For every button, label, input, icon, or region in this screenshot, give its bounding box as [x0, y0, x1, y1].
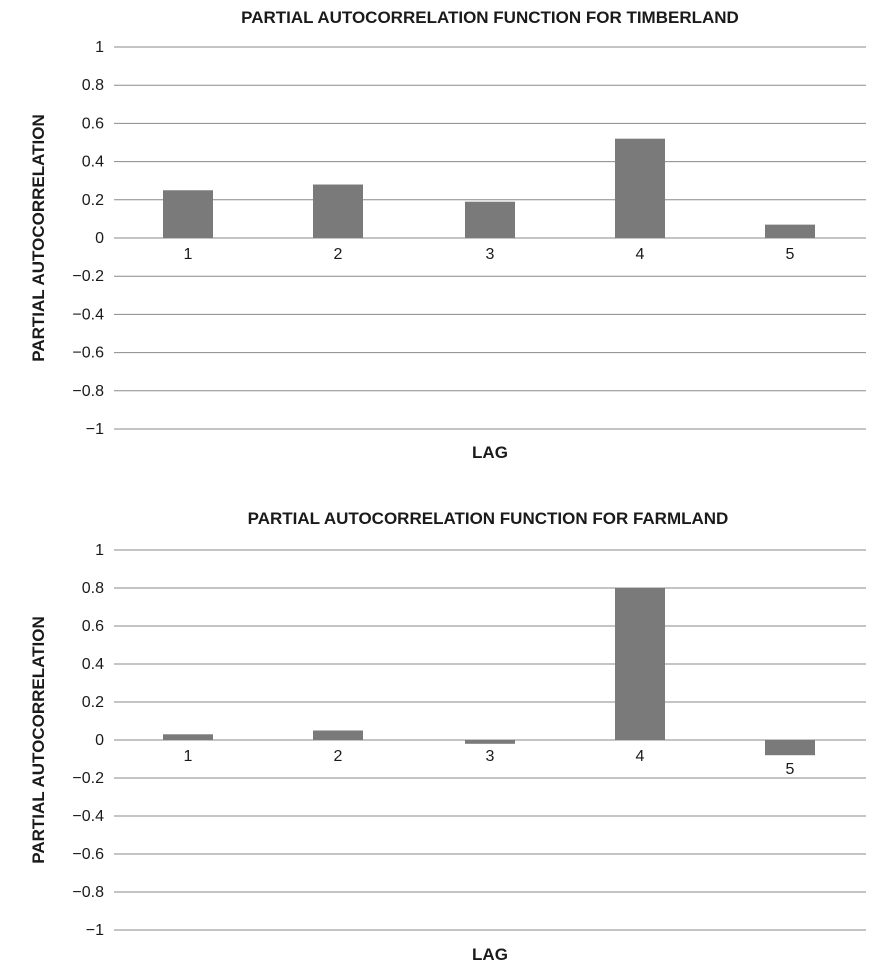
x-axis-label: LAG	[472, 443, 508, 462]
y-axis-label: PARTIAL AUTOCORRELATION	[29, 114, 48, 361]
y-tick-label: 1	[95, 542, 104, 559]
y-tick-label: 0.2	[82, 694, 104, 711]
x-tick-label: 3	[486, 246, 495, 263]
x-tick-label: 1	[184, 748, 193, 765]
y-tick-label: 0	[95, 732, 104, 749]
y-tick-label: −0.8	[72, 884, 104, 901]
y-tick-label: 0.6	[82, 115, 104, 132]
y-tick-label: −0.2	[72, 268, 104, 285]
x-tick-labels: 1 2 3 4 5	[184, 246, 795, 263]
y-tick-label: 0.4	[82, 656, 104, 673]
bar-lag-1	[163, 734, 213, 740]
bars	[163, 138, 815, 238]
x-tick-labels: 1 2 3 4 5	[184, 748, 795, 778]
x-axis-label: LAG	[472, 945, 508, 964]
pacf-chart-timberland: PARTIAL AUTOCORRELATION FUNCTION FOR TIM…	[29, 8, 866, 462]
y-tick-label: −1	[86, 421, 104, 438]
x-tick-label: 4	[636, 748, 645, 765]
y-tick-label: −0.8	[72, 383, 104, 400]
y-tick-label: 0.2	[82, 192, 104, 209]
bar-lag-3	[465, 201, 515, 238]
y-tick-label: 0.8	[82, 77, 104, 94]
y-tick-label: −0.4	[72, 808, 104, 825]
x-tick-label: 3	[486, 748, 495, 765]
bar-lag-4	[615, 138, 665, 238]
x-tick-label: 5	[786, 761, 795, 778]
bar-lag-2	[313, 184, 363, 238]
y-tick-label: 0	[95, 230, 104, 247]
y-tick-labels: 1 0.8 0.6 0.4 0.2 0 −0.2 −0.4 −0.6 −0.8 −1	[72, 542, 104, 939]
y-tick-label: 0.4	[82, 154, 104, 171]
bars	[163, 588, 815, 756]
y-tick-label: −0.6	[72, 345, 104, 362]
bar-lag-5	[765, 224, 815, 238]
chart-title: PARTIAL AUTOCORRELATION FUNCTION FOR TIM…	[241, 8, 739, 27]
x-tick-label: 5	[786, 246, 795, 263]
y-tick-label: 0.8	[82, 580, 104, 597]
y-tick-label: −1	[86, 922, 104, 939]
y-tick-label: −0.6	[72, 846, 104, 863]
y-tick-labels: 1 0.8 0.6 0.4 0.2 0 −0.2 −0.4 −0.6 −0.8 −1	[72, 39, 104, 438]
x-tick-label: 2	[334, 246, 343, 263]
bar-lag-3	[465, 740, 515, 744]
y-axis-label: PARTIAL AUTOCORRELATION	[29, 616, 48, 863]
y-tick-label: 0.6	[82, 618, 104, 635]
bar-lag-1	[163, 190, 213, 238]
bar-lag-5	[765, 740, 815, 756]
y-tick-label: −0.2	[72, 770, 104, 787]
bar-lag-4	[615, 588, 665, 740]
y-tick-label: 1	[95, 39, 104, 56]
x-tick-label: 4	[636, 246, 645, 263]
pacf-chart-farmland: PARTIAL AUTOCORRELATION FUNCTION FOR FAR…	[29, 509, 866, 964]
y-tick-label: −0.4	[72, 306, 104, 323]
chart-title: PARTIAL AUTOCORRELATION FUNCTION FOR FAR…	[248, 509, 729, 528]
x-tick-label: 1	[184, 246, 193, 263]
bar-lag-2	[313, 730, 363, 740]
x-tick-label: 2	[334, 748, 343, 765]
